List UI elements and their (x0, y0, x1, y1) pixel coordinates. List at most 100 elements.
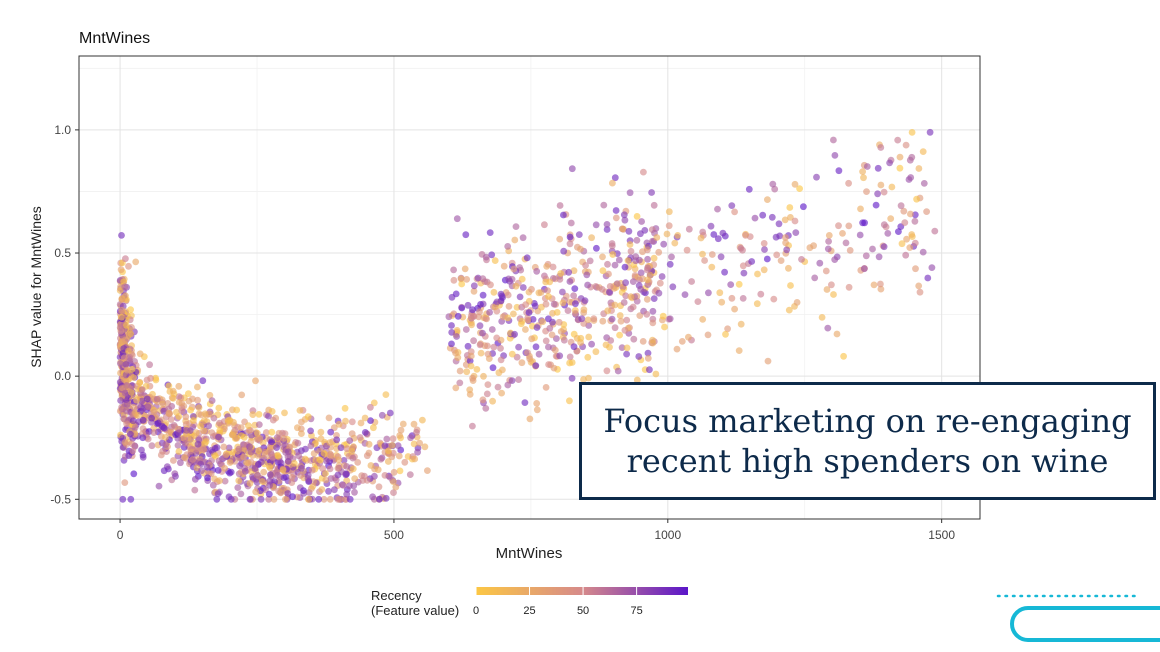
data-point (467, 352, 475, 360)
data-point (346, 437, 354, 444)
data-point (394, 442, 402, 449)
data-point (454, 312, 462, 320)
data-point (258, 478, 266, 485)
data-point (369, 493, 376, 501)
data-point (494, 383, 502, 391)
data-point (214, 467, 222, 474)
data-point (490, 288, 498, 296)
data-point (118, 313, 125, 321)
data-point (189, 456, 197, 463)
data-point (346, 495, 354, 503)
data-point (246, 443, 254, 450)
data-point (371, 472, 378, 480)
data-point (325, 487, 332, 495)
data-point (469, 306, 476, 314)
data-point (828, 281, 835, 289)
data-point (331, 486, 338, 494)
data-point (473, 366, 481, 373)
data-point (284, 458, 292, 465)
data-point (175, 382, 183, 390)
data-point (607, 337, 615, 344)
y-tick-label: 0.0 (54, 369, 71, 383)
data-point (235, 477, 243, 485)
data-point (497, 356, 505, 364)
data-point (818, 314, 826, 321)
data-point (182, 440, 189, 447)
data-point (919, 248, 927, 256)
data-point (119, 495, 127, 503)
data-point (543, 263, 551, 270)
data-point (215, 433, 222, 441)
data-point (413, 429, 420, 436)
data-point (510, 310, 517, 318)
data-point (269, 454, 276, 461)
data-point (265, 412, 272, 420)
data-point (390, 468, 398, 476)
data-point (127, 330, 134, 338)
data-point (246, 495, 254, 503)
data-point (877, 144, 885, 151)
legend-ticks: 0 25 50 75 (473, 587, 643, 617)
data-point (237, 424, 245, 431)
data-point (761, 246, 768, 253)
data-point (117, 397, 124, 404)
data-point (383, 435, 391, 443)
data-point (870, 281, 878, 289)
data-point (255, 421, 263, 428)
data-point (658, 273, 666, 280)
data-point (334, 465, 342, 472)
data-point (735, 347, 743, 354)
data-point (512, 282, 520, 290)
data-point (363, 477, 371, 484)
data-point (616, 331, 623, 339)
data-point (724, 325, 731, 333)
data-point (469, 422, 476, 430)
data-point (268, 428, 276, 436)
data-point (273, 434, 281, 441)
data-point (786, 204, 794, 211)
data-point (453, 333, 460, 340)
data-point (395, 452, 403, 460)
data-point (644, 349, 652, 357)
data-point (532, 362, 540, 369)
data-point (560, 211, 567, 219)
data-point (267, 471, 274, 479)
data-point (897, 202, 905, 210)
data-point (334, 471, 342, 479)
data-point (452, 290, 460, 298)
data-point (542, 337, 550, 345)
data-point (748, 258, 756, 265)
data-point (139, 416, 147, 424)
data-point (757, 290, 765, 298)
data-point (148, 414, 156, 422)
data-point (845, 179, 852, 187)
data-point (902, 251, 910, 259)
data-point (377, 455, 385, 463)
data-point (708, 263, 716, 271)
data-point (134, 411, 142, 419)
data-point (568, 165, 576, 173)
data-point (262, 486, 269, 494)
legend-tick-label: 75 (630, 605, 642, 617)
data-point (663, 230, 671, 238)
data-point (317, 435, 325, 443)
data-point (453, 215, 461, 223)
data-point (487, 281, 494, 289)
data-point (656, 279, 664, 287)
data-point (653, 234, 661, 241)
data-point (392, 483, 400, 491)
data-point (120, 278, 128, 286)
data-point (484, 381, 492, 388)
data-point (611, 261, 619, 269)
data-point (763, 255, 771, 263)
data-point (375, 483, 383, 491)
data-point (234, 484, 242, 491)
data-point (448, 340, 455, 348)
data-point (525, 309, 533, 316)
data-point (130, 470, 138, 478)
data-point (200, 446, 208, 453)
data-point (556, 202, 564, 209)
data-point (279, 466, 287, 474)
data-point (215, 457, 223, 465)
data-point (280, 435, 288, 442)
